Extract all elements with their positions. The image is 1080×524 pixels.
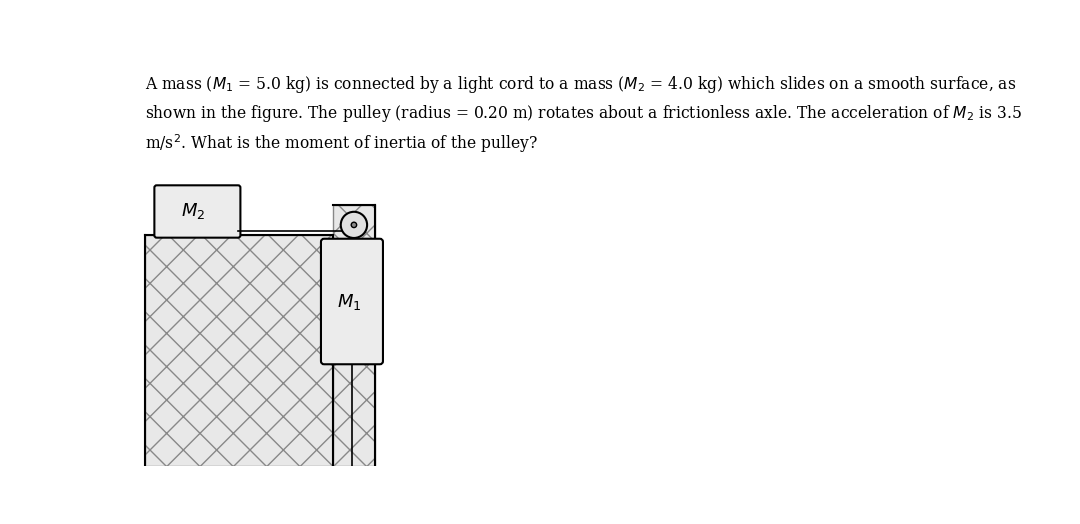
Circle shape [341, 212, 367, 238]
FancyBboxPatch shape [154, 185, 241, 238]
FancyBboxPatch shape [321, 239, 383, 364]
Bar [333, 204, 375, 466]
Text: $M_2$: $M_2$ [181, 202, 205, 222]
Circle shape [351, 222, 356, 227]
Text: A mass ($M_1$ = 5.0 kg) is connected by a light cord to a mass ($M_2$ = 4.0 kg) : A mass ($M_1$ = 5.0 kg) is connected by … [145, 74, 1016, 95]
Bar [145, 235, 333, 466]
Text: m/s$^2$. What is the moment of inertia of the pulley?: m/s$^2$. What is the moment of inertia o… [145, 132, 538, 155]
Bar [145, 235, 333, 466]
Text: shown in the figure. The pulley (radius = 0.20 m) rotates about a frictionless a: shown in the figure. The pulley (radius … [145, 103, 1022, 124]
Text: $M_1$: $M_1$ [337, 291, 361, 311]
Bar [333, 204, 375, 466]
